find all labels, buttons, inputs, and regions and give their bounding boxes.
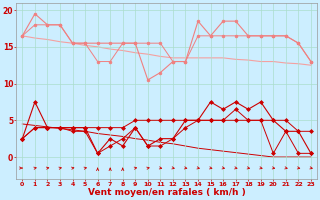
X-axis label: Vent moyen/en rafales ( km/h ): Vent moyen/en rafales ( km/h ) bbox=[88, 188, 245, 197]
